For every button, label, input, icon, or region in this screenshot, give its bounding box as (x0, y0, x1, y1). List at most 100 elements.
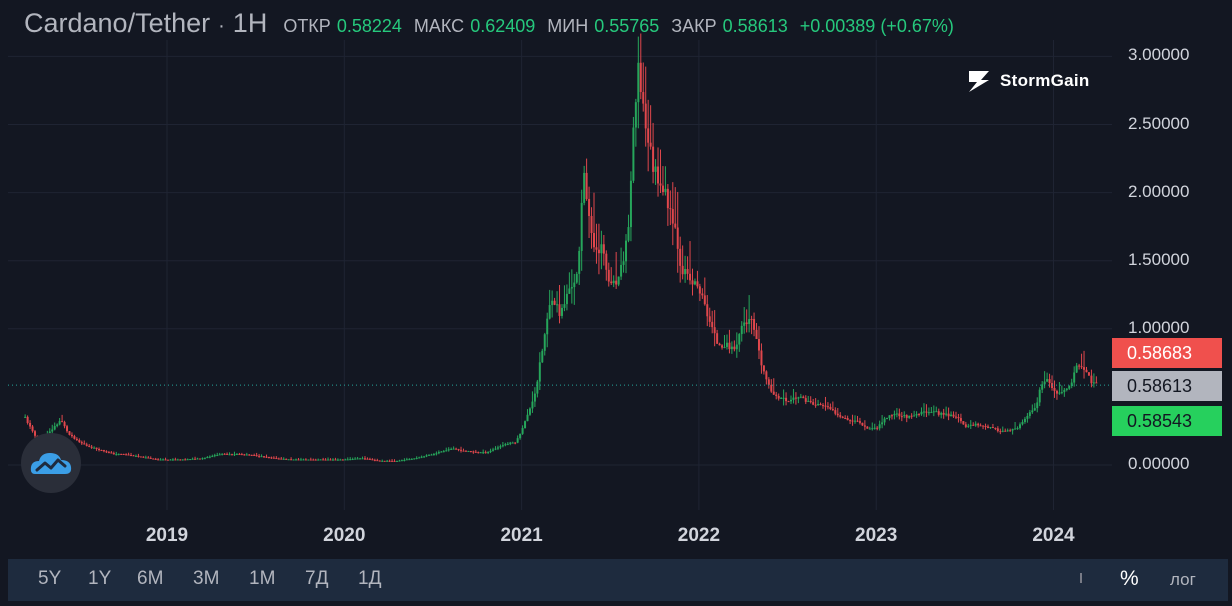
candle-body (423, 456, 426, 458)
candle-body (575, 273, 578, 283)
percent-scale-toggle[interactable]: % (1120, 567, 1139, 590)
candle-body (1016, 428, 1019, 430)
y-tick-label: 2.00000 (1128, 181, 1190, 201)
candle-body (942, 412, 945, 415)
candle-body (504, 444, 507, 446)
candle-body (701, 293, 704, 296)
candle-body (664, 188, 667, 192)
timeframe-7d[interactable]: 7Д (305, 568, 329, 589)
candle-body (386, 460, 389, 462)
candle-body (986, 426, 989, 428)
candle-body (996, 428, 999, 432)
candle-body (152, 458, 155, 460)
candle-body (809, 400, 812, 403)
timeframe-3m[interactable]: 3M (193, 568, 220, 589)
candle-body (102, 450, 105, 452)
candle-body (903, 415, 906, 417)
candle-body (240, 454, 243, 456)
candle-body (265, 456, 268, 458)
x-tick-label: 2024 (1032, 525, 1075, 546)
candle-body (762, 365, 765, 372)
cloud-chart-icon (30, 453, 72, 474)
candle-body (149, 457, 152, 459)
candle-body (789, 399, 792, 402)
log-scale-toggle[interactable]: лог (1170, 570, 1196, 589)
close-value: 0.58613 (722, 16, 788, 36)
candle-body (75, 438, 78, 440)
candle-body (1063, 389, 1066, 393)
candle-body (625, 240, 628, 262)
candle-body (676, 227, 679, 249)
candle-body (511, 442, 514, 444)
candle-body (34, 431, 37, 436)
timeframe-5y[interactable]: 5Y (38, 568, 62, 589)
candle-body (620, 264, 623, 277)
candle-body (671, 209, 674, 224)
candle-body (883, 418, 886, 423)
candle-body (829, 406, 832, 410)
chart-widget-button[interactable] (21, 433, 81, 493)
candle-body (969, 424, 972, 426)
candle-body (725, 342, 728, 347)
candle-body (558, 304, 561, 316)
candle-body (208, 456, 211, 458)
candle-body (908, 415, 911, 418)
candle-body (708, 316, 711, 322)
candle-body (999, 431, 1002, 433)
candle-body (733, 346, 736, 350)
candle-body (479, 452, 482, 454)
candle-body (1090, 375, 1093, 384)
candle-body (881, 422, 884, 425)
candle-body (280, 458, 283, 460)
candle-body (647, 128, 650, 143)
resolution-label[interactable]: 1Н (232, 8, 268, 38)
candle-body (844, 418, 847, 420)
candle-body (171, 459, 174, 461)
candle-body (142, 456, 145, 458)
symbol-name[interactable]: Cardano/Tether (24, 8, 211, 38)
candle-body (920, 411, 923, 415)
candle-body (772, 391, 775, 395)
candle-body (287, 459, 290, 461)
candle-body (661, 185, 664, 192)
candle-body (937, 411, 940, 415)
candle-body (263, 456, 266, 458)
candle-body (53, 426, 56, 430)
candle-body (509, 442, 512, 444)
candle-body (307, 459, 310, 461)
candle-body (95, 447, 98, 449)
candle-body (201, 458, 204, 460)
candle-body (78, 439, 81, 443)
y-tick-label: 0.00000 (1128, 454, 1190, 473)
candle-body (489, 450, 492, 452)
candle-body (962, 421, 965, 425)
candle-body (669, 208, 672, 210)
x-tick-label: 2020 (323, 525, 366, 546)
candle-body (147, 457, 150, 459)
candle-body (243, 454, 246, 456)
candle-body (607, 269, 610, 282)
y-tick-label: 2.50000 (1128, 113, 1190, 133)
candle-body (331, 459, 334, 461)
candle-body (494, 448, 497, 450)
candle-body (383, 460, 386, 462)
candle-body (63, 422, 66, 427)
candle-body (1083, 367, 1086, 370)
candle-body (876, 427, 879, 429)
y-tick-label: 3.00000 (1128, 45, 1190, 65)
candle-body (533, 393, 536, 402)
candle-body (757, 339, 760, 351)
candle-body (681, 265, 684, 275)
candle-body (368, 458, 371, 460)
candle-body (851, 420, 854, 422)
timeframe-1d[interactable]: 1Д (358, 568, 382, 589)
candle-body (349, 459, 352, 461)
candle-body (425, 455, 428, 457)
timeframe-1m[interactable]: 1M (249, 568, 276, 589)
timeframe-1y[interactable]: 1Y (88, 568, 112, 589)
timeframe-6m[interactable]: 6M (137, 568, 164, 589)
candle-body (824, 405, 827, 407)
candle-body (213, 455, 216, 457)
candle-body (1023, 418, 1026, 423)
